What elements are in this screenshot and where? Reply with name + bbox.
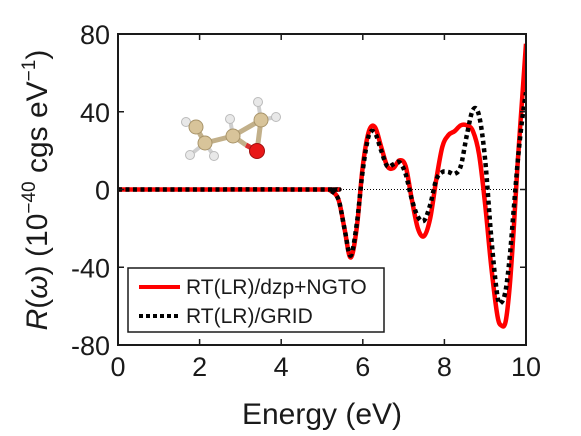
x-tick-label: 8 <box>437 352 452 382</box>
x-tick-label: 0 <box>110 352 125 382</box>
y-tick-label: -40 <box>71 253 110 283</box>
y-axis-omega: ω <box>21 275 54 298</box>
y-tick-label: 0 <box>95 176 110 206</box>
x-tick-label: 2 <box>192 352 207 382</box>
y-tick-label: 40 <box>80 98 110 128</box>
x-axis-title: Energy (eV) <box>242 398 402 431</box>
legend-label-series-2: RT(LR)/GRID <box>186 305 313 328</box>
y-tick-label: 80 <box>80 20 110 50</box>
x-tick-label: 4 <box>274 352 289 382</box>
y-axis-title: R(ω) (10−40 cgs eV−1) <box>19 50 54 331</box>
legend: RT(LR)/dzp+NGTO RT(LR)/GRID <box>127 267 385 333</box>
legend-label-series-1: RT(LR)/dzp+NGTO <box>186 276 367 299</box>
y-tick-label: -80 <box>71 331 110 361</box>
molecule-inset <box>181 97 281 161</box>
x-tick-label: 6 <box>355 352 370 382</box>
y-axis-symbol: R <box>21 309 54 331</box>
x-tick-label: 10 <box>511 352 541 382</box>
series-line-2 <box>118 91 526 306</box>
legend-box <box>127 267 385 333</box>
